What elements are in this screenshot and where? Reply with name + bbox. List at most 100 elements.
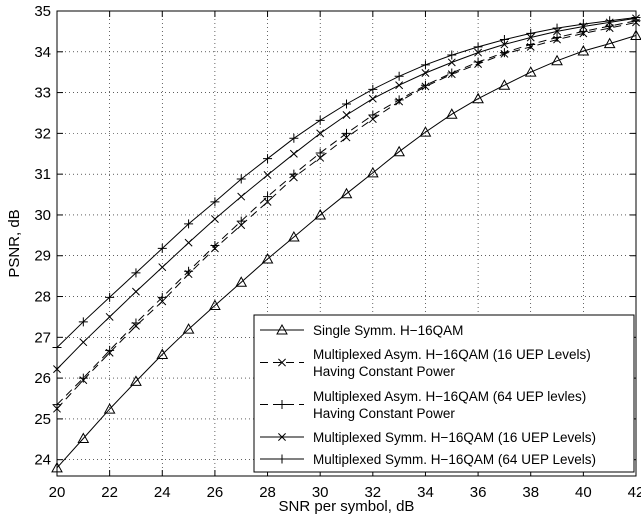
x-marker [278,433,286,441]
x-marker [395,81,404,90]
triangle-marker [209,299,221,310]
x-marker [237,192,246,201]
x-marker [474,48,483,57]
plus-marker [277,454,287,464]
triangle-marker [393,145,405,157]
y-tick-label: 35 [34,3,51,20]
plus-marker [236,174,246,184]
legend-entry-4: Multiplexed Symm. H−16QAM (16 UEP Levels… [260,430,596,445]
series-5 [52,13,641,353]
plus-marker [368,84,378,94]
triangle-marker [498,79,511,90]
plus-marker [157,292,167,302]
plus-marker [263,154,273,164]
legend-entry-3: Multiplexed Asym. H−16QAM (64 UEP levles… [260,389,586,421]
plus-marker [552,33,562,43]
triangle-marker [340,187,353,199]
triangle-marker [235,276,248,287]
plus-marker [184,219,194,229]
triangle-marker [577,44,590,56]
x-marker [368,94,377,103]
legend-label: Multiplexed Asym. H−16QAM (64 UEP levles… [313,389,586,404]
plus-marker [605,16,615,26]
triangle-marker [288,230,300,242]
plus-marker [368,110,378,120]
legend-label: Multiplexed Symm. H−16QAM (16 UEP Levels… [313,430,596,445]
x-marker [421,69,430,77]
triangle-marker [130,375,142,386]
x-tick-label: 26 [207,484,224,501]
y-tick-label: 32 [34,125,51,142]
plus-marker [499,48,509,58]
triangle-marker [261,252,274,264]
legend-label-line2: Having Constant Power [313,364,455,379]
plus-marker [315,115,325,125]
legend-label: Multiplexed Symm. H−16QAM (64 UEP Levels… [313,452,596,467]
plus-marker [552,23,562,33]
series-lines [51,13,641,473]
x-tick-label: 34 [417,484,434,501]
plus-marker [131,318,141,328]
x-tick-label: 40 [575,484,592,501]
y-tick-label: 30 [34,207,51,224]
plus-marker [315,148,325,158]
triangle-marker [603,37,616,49]
triangle-marker [366,166,379,178]
triangle-marker [182,323,195,334]
legend-label: Single Symm. H−16QAM [313,323,463,338]
x-marker [210,215,219,223]
x-tick-label: 36 [470,484,487,501]
plus-marker [210,197,220,207]
plus-marker [342,99,351,109]
plus-marker [526,28,536,38]
series-line [56,35,637,469]
triangle-marker [156,348,169,359]
y-tick-label: 34 [34,44,51,61]
plus-marker [289,133,299,143]
plus-marker [157,243,167,253]
legend-label-line2: Having Constant Power [313,406,455,421]
triangle-marker [524,66,537,77]
triangle-marker [103,403,116,414]
plus-marker [184,266,194,276]
x-marker [278,358,286,367]
x-marker [132,287,140,296]
plus-marker [105,292,115,302]
plus-marker [105,345,115,355]
plus-marker [263,192,273,202]
x-tick-label: 30 [312,484,329,501]
plus-marker [394,71,404,81]
plus-marker [526,39,536,49]
legend: Single Symm. H−16QAM Multiplexed Asym. H−… [253,314,635,473]
x-axis-label: SNR per symbol, dB [279,498,415,514]
x-marker [447,58,456,67]
triangle-marker [419,126,432,137]
plus-marker [473,42,483,52]
grid [57,11,636,476]
tick-labels: 20 22 24 26 28 30 32 34 36 38 40 42 24 25 26 27 28 29 30 31… [34,3,641,501]
y-tick-label: 24 [34,452,51,469]
plus-marker [420,60,430,70]
axes [56,10,637,477]
y-tick-label: 29 [34,248,51,265]
plus-marker [78,317,88,327]
x-marker [158,263,167,272]
y-tick-label: 25 [34,411,51,428]
x-marker [289,149,298,158]
y-axis-label: PSNR, dB [6,209,23,277]
x-tick-label: 42 [628,484,641,501]
plus-marker [447,50,457,60]
plus-marker [289,169,299,179]
triangle-marker [551,54,563,66]
plus-marker [578,19,588,29]
x-marker [500,40,509,49]
triangle-marker [314,208,327,220]
x-marker [184,238,193,247]
x-marker [316,129,325,138]
x-tick-label: 22 [101,484,118,501]
x-tick-label: 20 [49,484,66,501]
x-tick-label: 28 [259,484,276,501]
legend-label: Multiplexed Asym. H−16QAM (16 UEP Levels… [313,347,591,362]
y-tick-label: 27 [34,329,51,346]
